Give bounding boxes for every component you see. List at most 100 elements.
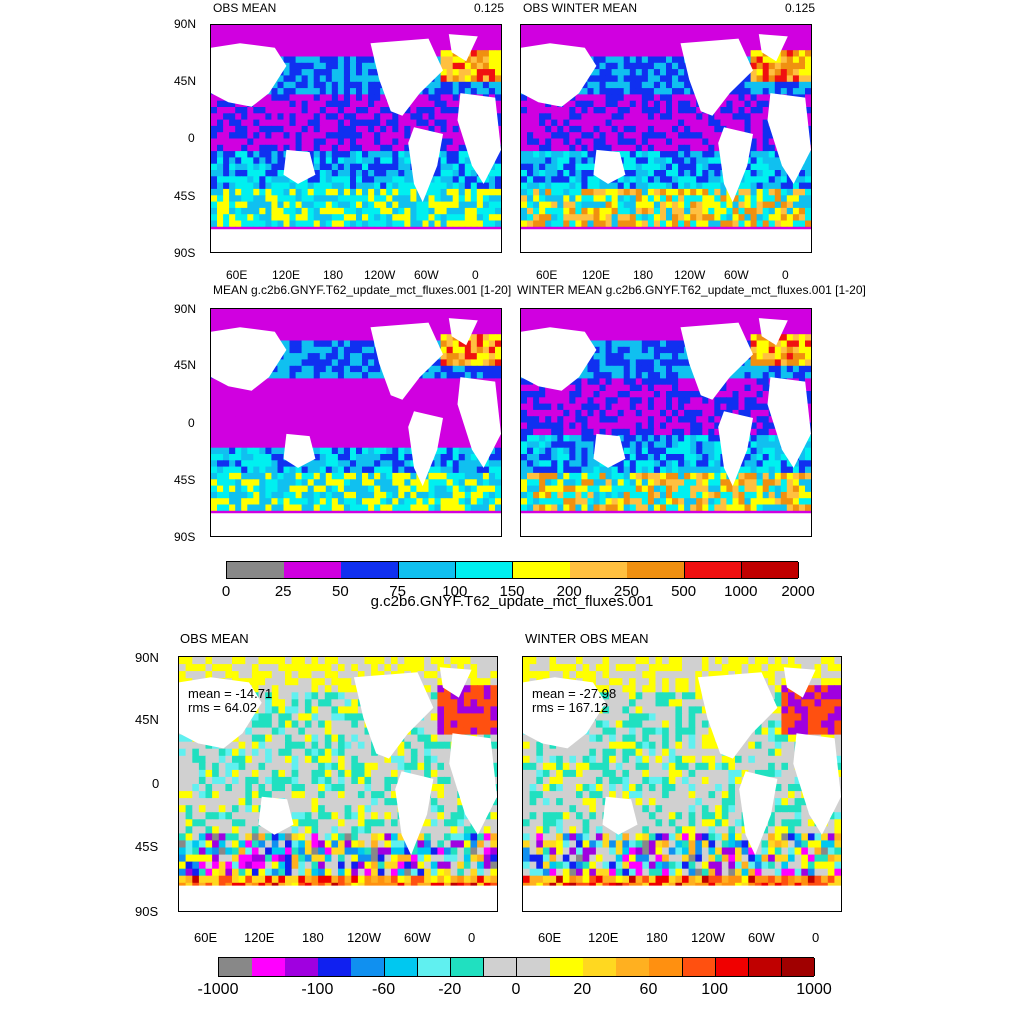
map-cell <box>331 416 339 424</box>
map-cell <box>563 113 570 121</box>
map-cell <box>386 309 393 316</box>
map-cell <box>653 176 661 184</box>
map-cell <box>368 309 375 316</box>
map-cell <box>301 125 309 133</box>
map-cell <box>599 69 607 76</box>
map-cell <box>301 409 309 417</box>
map-cell <box>271 100 278 108</box>
map-cell <box>545 201 552 209</box>
map-cell <box>301 315 309 323</box>
map-cell <box>744 37 752 45</box>
map-cell <box>666 31 673 39</box>
map-cell <box>569 214 576 222</box>
map-cell <box>337 359 345 367</box>
map-cell <box>398 113 405 121</box>
map-cell <box>750 220 758 228</box>
map-cell <box>265 397 272 405</box>
map-cell <box>241 441 248 449</box>
map-cell <box>289 384 297 392</box>
map-cell <box>331 37 339 45</box>
map-cell <box>539 113 546 121</box>
map-cell <box>247 309 254 316</box>
map-cell <box>702 157 709 165</box>
map-cell <box>319 94 327 102</box>
map-cell <box>380 182 387 190</box>
map-cell <box>482 220 490 228</box>
map-cell <box>470 491 478 499</box>
map-cell <box>476 195 484 203</box>
map-cell <box>482 62 490 70</box>
map-cell <box>750 201 758 209</box>
map-cell <box>319 498 327 506</box>
map-cell <box>265 100 272 108</box>
map-cell <box>422 94 430 102</box>
map-cell <box>446 435 454 442</box>
map-cell <box>331 207 339 215</box>
map-cell <box>277 94 285 102</box>
map-cell <box>434 125 442 133</box>
map-cell <box>356 466 363 474</box>
map-cell <box>482 334 490 342</box>
map-cell <box>229 37 236 45</box>
map-cell <box>605 207 613 215</box>
map-cell <box>653 113 661 121</box>
map-cell <box>343 132 351 140</box>
map-cell <box>271 107 278 114</box>
map-cell <box>623 50 631 58</box>
map-cell <box>678 138 685 146</box>
map-cell <box>476 37 484 45</box>
land-mask <box>370 38 443 116</box>
map-cell <box>440 214 448 222</box>
map-cell <box>527 195 534 203</box>
map-cell <box>416 485 423 493</box>
map-cell <box>217 485 224 493</box>
map-cell <box>337 25 345 32</box>
map-cell <box>647 188 655 196</box>
map-cell <box>380 163 387 171</box>
map-cell <box>593 201 601 209</box>
map-cell <box>605 56 613 64</box>
map-cell <box>277 359 285 367</box>
map-cell <box>404 207 411 215</box>
map-cell <box>374 207 381 215</box>
map-cell <box>726 214 733 222</box>
map-cell <box>720 113 727 121</box>
map-cell <box>488 25 496 32</box>
map-cell <box>271 151 278 158</box>
map-cell <box>301 107 309 114</box>
map-cell <box>362 138 369 146</box>
map-cell <box>641 113 649 121</box>
map-cell <box>617 113 625 121</box>
map-cell <box>587 201 595 209</box>
map-cell <box>374 359 381 367</box>
map-cell <box>374 132 381 140</box>
map-cell <box>374 485 381 493</box>
map-cell <box>702 113 709 121</box>
map-cell <box>545 125 552 133</box>
map-cell <box>720 31 727 39</box>
map-cell <box>482 69 490 76</box>
map-cell <box>289 491 297 499</box>
map-cell <box>684 37 691 45</box>
map-cell <box>325 25 333 32</box>
map-cell <box>666 188 673 196</box>
map-cell <box>241 498 248 506</box>
map-cell <box>350 441 357 449</box>
map-cell <box>223 157 230 165</box>
map-cell <box>593 43 601 51</box>
map-cell <box>805 69 811 76</box>
map-cell <box>440 151 448 158</box>
map-cell <box>495 188 501 196</box>
map-cell <box>331 170 339 177</box>
map-cell <box>337 170 345 177</box>
map-cell <box>343 62 351 70</box>
map-cell <box>331 100 339 108</box>
map-cell <box>744 88 752 95</box>
map-cell <box>434 359 442 367</box>
map-cell <box>247 157 254 165</box>
map-cell <box>762 176 770 184</box>
map-cell <box>495 346 501 354</box>
map-cell <box>750 157 758 165</box>
map-cell <box>301 491 309 499</box>
map-cell <box>235 144 242 152</box>
